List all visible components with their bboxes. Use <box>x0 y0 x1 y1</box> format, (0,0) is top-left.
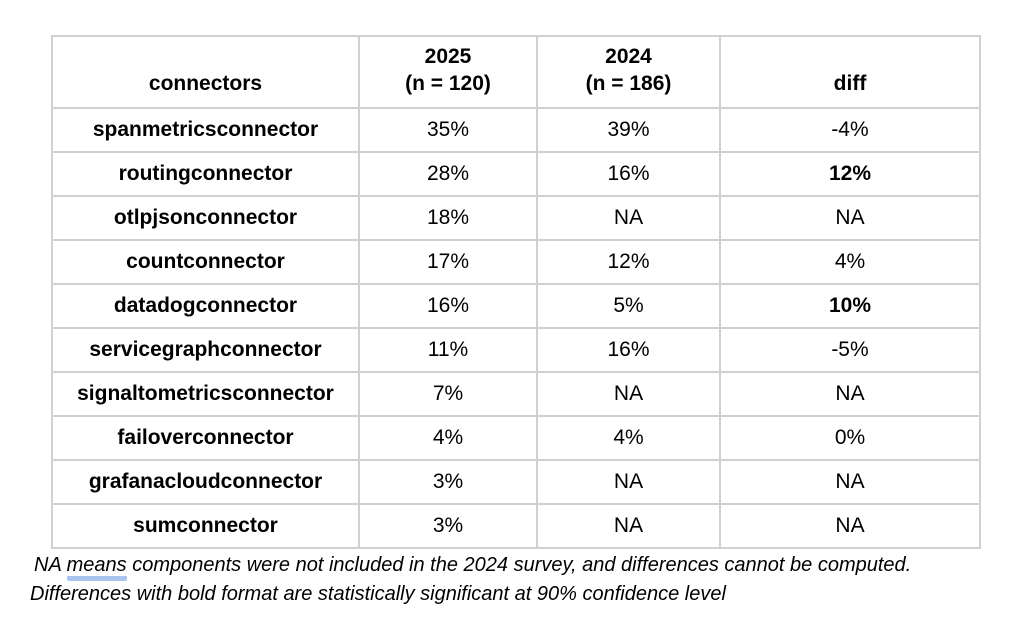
table-row: countconnector 17% 12% 4% <box>51 239 981 285</box>
value-2024-cell: NA <box>536 195 721 241</box>
value-2025-cell: 4% <box>358 415 538 461</box>
value-2024-cell: 16% <box>536 151 721 197</box>
table-row: signaltometricsconnector 7% NA NA <box>51 371 981 417</box>
diff-cell: -5% <box>719 327 981 373</box>
diff-cell-highlighted: 12% <box>719 151 981 197</box>
col-header-connectors-label: connectors <box>148 72 263 96</box>
footnote-line1-suffix: components were not included in the 2024… <box>126 554 912 576</box>
value-2025-cell: 35% <box>358 107 538 153</box>
connector-name-cell: countconnector <box>51 239 360 285</box>
table-row: failoverconnector 4% 4% 0% <box>51 415 981 461</box>
col-header-2024-sublabel: (n = 186) <box>585 72 672 96</box>
col-header-2025-label: 2025 <box>424 45 472 69</box>
value-2025-cell: 17% <box>358 239 538 285</box>
value-2024-cell: 5% <box>536 283 721 329</box>
value-2025-cell: 3% <box>358 503 538 549</box>
diff-cell: NA <box>719 459 981 505</box>
value-2025-cell: 11% <box>358 327 538 373</box>
table-row: grafanacloudconnector 3% NA NA <box>51 459 981 505</box>
connector-name-cell: otlpjsonconnector <box>51 195 360 241</box>
survey-table-container: connectors 2025 (n = 120) 2024 (n = 186)… <box>51 35 981 549</box>
connector-name-cell: spanmetricsconnector <box>51 107 360 153</box>
value-2024-cell: 4% <box>536 415 721 461</box>
header-row: connectors 2025 (n = 120) 2024 (n = 186)… <box>51 35 981 109</box>
col-header-diff-label: diff <box>833 72 867 96</box>
connector-name-cell: grafanacloudconnector <box>51 459 360 505</box>
value-2024-cell: 39% <box>536 107 721 153</box>
diff-cell: 0% <box>719 415 981 461</box>
value-2025-cell: 3% <box>358 459 538 505</box>
value-2024-cell: 16% <box>536 327 721 373</box>
connector-name-cell: sumconnector <box>51 503 360 549</box>
col-header-connectors: connectors <box>51 35 360 109</box>
diff-cell: 4% <box>719 239 981 285</box>
table-row: servicegraphconnector 11% 16% -5% <box>51 327 981 373</box>
value-2024-cell: 12% <box>536 239 721 285</box>
footnote-line2: Differences with bold format are statist… <box>30 583 726 605</box>
connector-name-cell: signaltometricsconnector <box>51 371 360 417</box>
col-header-2025-sublabel: (n = 120) <box>405 72 491 96</box>
connectors-survey-table: connectors 2025 (n = 120) 2024 (n = 186)… <box>51 35 981 549</box>
diff-cell: -4% <box>719 107 981 153</box>
col-header-2024-label: 2024 <box>605 45 652 69</box>
value-2024-cell: NA <box>536 459 721 505</box>
value-2025-cell: 28% <box>358 151 538 197</box>
diff-cell: NA <box>719 195 981 241</box>
connector-name-cell: routingconnector <box>51 151 360 197</box>
value-2025-cell: 18% <box>358 195 538 241</box>
table-row: datadogconnector 16% 5% 10% <box>51 283 981 329</box>
diff-cell: NA <box>719 503 981 549</box>
value-2024-cell: NA <box>536 503 721 549</box>
footnote-line1-prefix: NA <box>34 554 67 576</box>
connector-name-cell: failoverconnector <box>51 415 360 461</box>
col-header-2025: 2025 (n = 120) <box>358 35 538 109</box>
connector-name-cell: datadogconnector <box>51 283 360 329</box>
value-2025-cell: 16% <box>358 283 538 329</box>
value-2025-cell: 7% <box>358 371 538 417</box>
table-row: otlpjsonconnector 18% NA NA <box>51 195 981 241</box>
table-row: routingconnector 28% 16% 12% <box>51 151 981 197</box>
value-2024-cell: NA <box>536 371 721 417</box>
diff-cell: NA <box>719 371 981 417</box>
connector-name-cell: servicegraphconnector <box>51 327 360 373</box>
footnote: NA means components were not included in… <box>30 551 995 609</box>
col-header-2024: 2024 (n = 186) <box>536 35 721 109</box>
footnote-line1: NA means components were not included in… <box>30 551 995 581</box>
col-header-diff: diff <box>719 35 981 109</box>
table-row: sumconnector 3% NA NA <box>51 503 981 549</box>
diff-cell-highlighted: 10% <box>719 283 981 329</box>
grammar-suggestion-underline: means <box>66 554 127 581</box>
table-row: spanmetricsconnector 35% 39% -4% <box>51 107 981 153</box>
